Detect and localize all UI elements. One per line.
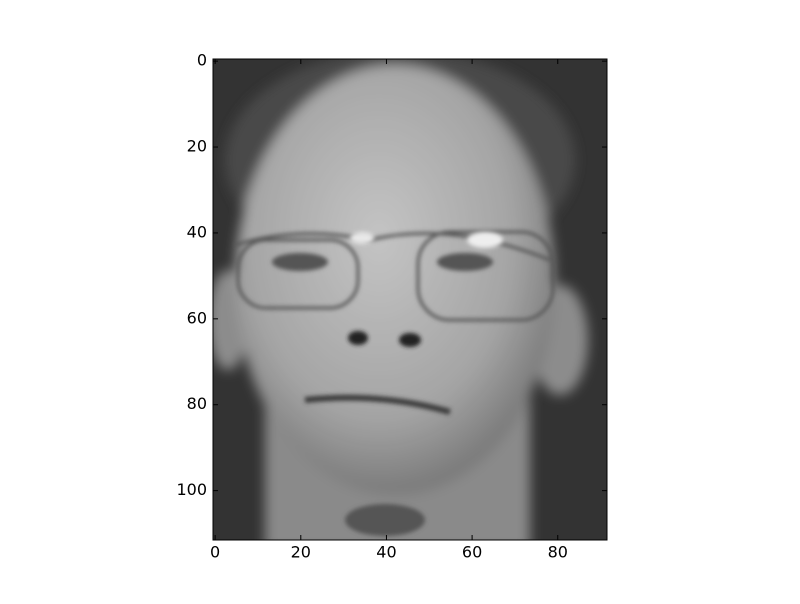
x-tick-label: 40 <box>376 543 396 562</box>
y-tick-label: 80 <box>187 394 207 413</box>
y-tick-label: 60 <box>187 308 207 327</box>
x-tick-label: 20 <box>291 543 311 562</box>
y-tick-label: 40 <box>187 222 207 241</box>
x-tick-label: 0 <box>210 543 220 562</box>
axes-frame <box>212 58 608 541</box>
y-tick-label: 0 <box>197 51 207 70</box>
y-tick-label: 100 <box>176 480 207 499</box>
y-tick-label: 20 <box>187 137 207 156</box>
x-tick-label: 80 <box>548 543 568 562</box>
x-tick-label: 60 <box>462 543 482 562</box>
image <box>213 59 607 540</box>
